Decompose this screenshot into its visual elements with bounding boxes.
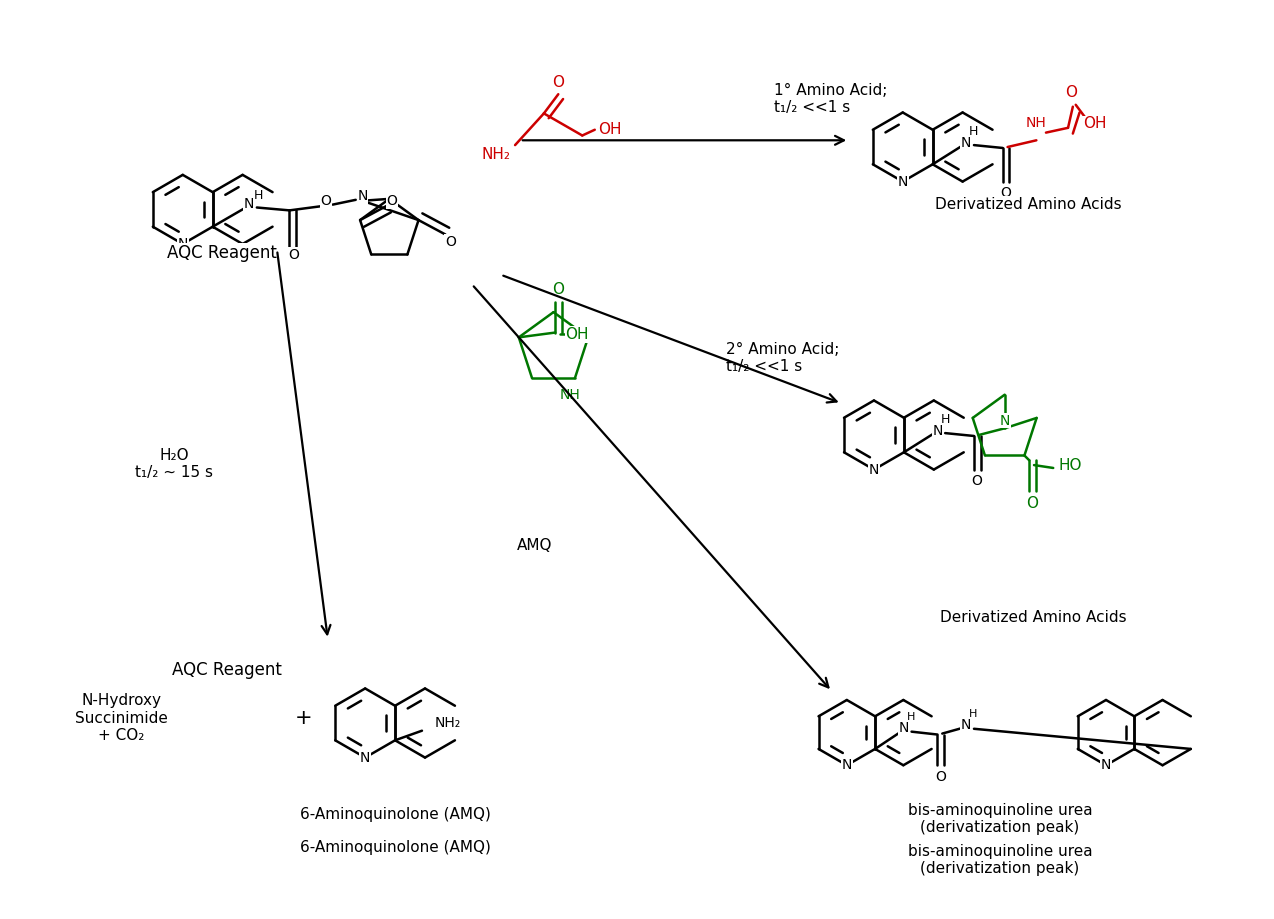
Text: AMQ: AMQ	[516, 538, 552, 553]
Text: OH: OH	[1083, 117, 1107, 131]
Text: N: N	[961, 718, 972, 732]
Text: 6-Aminoquinolone (AMQ): 6-Aminoquinolone (AMQ)	[299, 840, 490, 856]
Text: N-Hydroxy
Succinimide
+ CO₂: N-Hydroxy Succinimide + CO₂	[75, 693, 168, 743]
Text: N: N	[1101, 758, 1111, 772]
Text: N: N	[177, 237, 189, 251]
Text: NH: NH	[559, 389, 581, 403]
Text: 6-Aminoquinolone (AMQ): 6-Aminoquinolone (AMQ)	[299, 807, 490, 822]
Text: N: N	[1000, 414, 1010, 427]
Text: O: O	[445, 235, 456, 249]
Text: H₂O
t₁/₂ ~ 15 s: H₂O t₁/₂ ~ 15 s	[135, 448, 213, 480]
Text: H: H	[254, 189, 264, 202]
Text: NH: NH	[1026, 116, 1047, 130]
Text: O: O	[553, 75, 564, 90]
Text: N: N	[357, 189, 368, 203]
Text: N: N	[869, 462, 879, 477]
Text: Derivatized Amino Acids: Derivatized Amino Acids	[940, 610, 1126, 625]
Text: bis-aminoquinoline urea
(derivatization peak): bis-aminoquinoline urea (derivatization …	[907, 803, 1092, 835]
Text: OH: OH	[599, 122, 622, 137]
Text: N: N	[933, 425, 943, 438]
Text: O: O	[971, 474, 982, 488]
Text: N: N	[898, 720, 910, 735]
Text: H: H	[940, 414, 949, 426]
Text: O: O	[1000, 187, 1012, 200]
Text: 2° Amino Acid;
t₁/₂ <<1 s: 2° Amino Acid; t₁/₂ <<1 s	[726, 342, 840, 374]
Text: O: O	[935, 770, 945, 784]
Text: N: N	[898, 175, 908, 188]
Text: NH₂: NH₂	[482, 147, 511, 162]
Text: O: O	[288, 247, 299, 262]
Text: NH₂: NH₂	[434, 716, 461, 730]
Text: O: O	[1065, 85, 1077, 100]
Text: O: O	[386, 194, 397, 208]
Text: N: N	[245, 197, 255, 210]
Text: AQC Reagent: AQC Reagent	[172, 661, 282, 679]
Text: HO: HO	[1057, 458, 1082, 472]
Text: H: H	[970, 125, 978, 138]
Text: N: N	[361, 751, 371, 765]
Text: H: H	[907, 712, 915, 722]
Text: Derivatized Amino Acids: Derivatized Amino Acids	[935, 197, 1122, 212]
Text: N: N	[842, 758, 852, 772]
Text: O: O	[321, 194, 331, 208]
Text: +: +	[296, 709, 312, 728]
Text: OH: OH	[566, 327, 589, 342]
Text: 1° Amino Acid;
t₁/₂ <<1 s: 1° Amino Acid; t₁/₂ <<1 s	[775, 83, 888, 115]
Text: O: O	[552, 282, 564, 297]
Text: bis-aminoquinoline urea
(derivatization peak): bis-aminoquinoline urea (derivatization …	[907, 844, 1092, 877]
Text: AQC Reagent: AQC Reagent	[167, 244, 278, 262]
Text: H: H	[970, 709, 977, 720]
Text: O: O	[1026, 496, 1038, 511]
Text: N: N	[961, 136, 972, 150]
